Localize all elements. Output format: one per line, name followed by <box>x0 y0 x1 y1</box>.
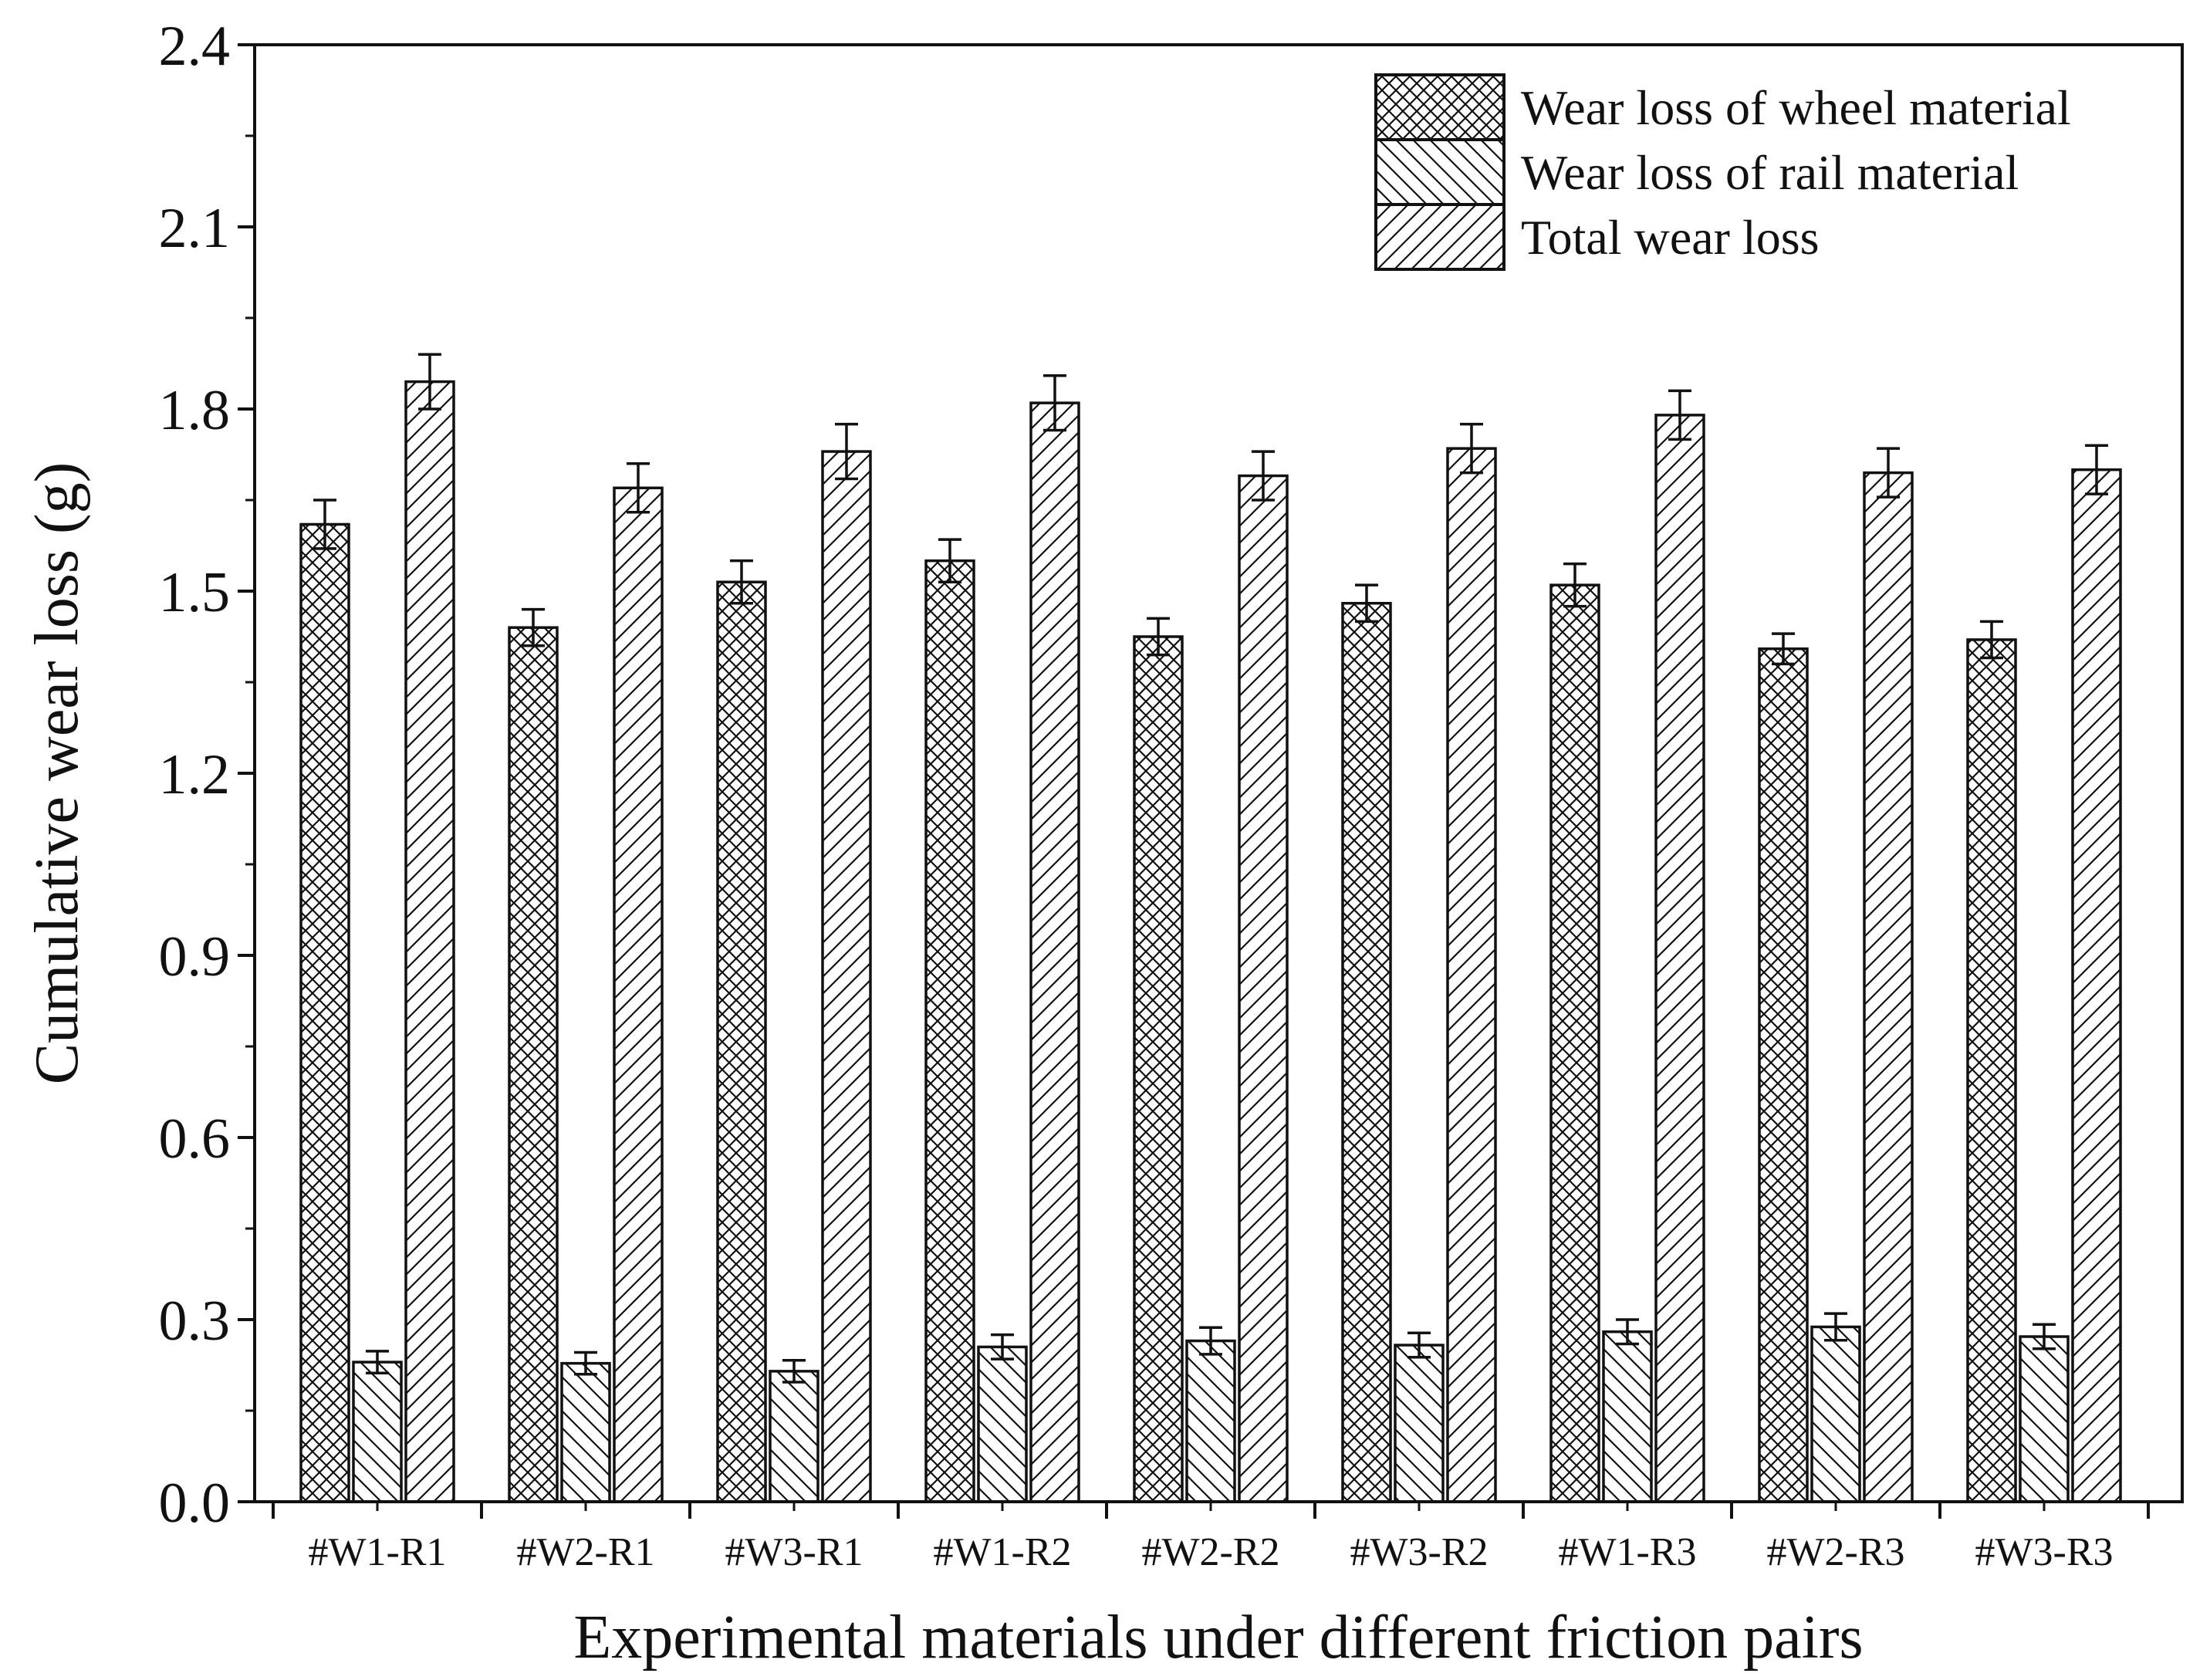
x-axis-category-labels: #W1-R1 #W2-R1 #W3-R1 #W1-R2 #W2-R2 #W3-R2 #W1-… <box>308 1530 2113 1574</box>
bar-slash <box>1863 471 1914 1503</box>
bar-slash <box>1654 414 1705 1503</box>
y-tick-label: 0.9 <box>159 925 231 989</box>
x-category-label: #W1-R2 <box>933 1530 1071 1574</box>
error-bars-group <box>313 353 2108 1384</box>
legend-label: Wear loss of rail material <box>1521 145 2019 200</box>
bar-backslash <box>560 1361 611 1503</box>
bar-series-group <box>299 380 2122 1503</box>
legend-swatch-crosshatch <box>1374 73 1505 141</box>
x-category-label: #W1-R3 <box>1558 1530 1696 1574</box>
y-tick-label: 2.4 <box>159 15 231 78</box>
bar-backslash <box>977 1345 1028 1503</box>
x-category-label: #W2-R1 <box>516 1530 654 1574</box>
bar-slash <box>821 450 872 1503</box>
bar-backslash <box>769 1370 819 1503</box>
bar-crosshatch <box>1758 647 1809 1503</box>
bar-crosshatch <box>1549 583 1600 1503</box>
x-category-label: #W3-R2 <box>1350 1530 1488 1574</box>
legend: Wear loss of wheel material Wear loss of … <box>1374 73 2071 271</box>
bar-backslash <box>1394 1344 1445 1503</box>
y-tick-label: 2.1 <box>159 197 231 260</box>
bar-crosshatch <box>299 522 350 1503</box>
bar-crosshatch <box>1966 638 2017 1503</box>
legend-swatch-backslash <box>1374 138 1505 206</box>
x-category-label: #W2-R3 <box>1766 1530 1904 1574</box>
x-category-label: #W3-R1 <box>725 1530 863 1574</box>
bar-crosshatch <box>1341 601 1392 1503</box>
bar-slash <box>1446 447 1497 1503</box>
bar-crosshatch <box>508 626 559 1503</box>
x-category-label: #W3-R3 <box>1975 1530 2113 1574</box>
bar-slash <box>613 486 664 1503</box>
plot-frame <box>253 43 2184 1503</box>
legend-swatch-slash <box>1374 203 1505 271</box>
bar-crosshatch <box>924 559 975 1503</box>
bar-backslash <box>1602 1330 1653 1503</box>
x-axis-title: Experimental materials under different f… <box>573 1604 1863 1672</box>
y-tick-label: 0.0 <box>159 1472 231 1535</box>
bar-slash <box>1029 401 1080 1503</box>
bar-crosshatch <box>716 580 767 1503</box>
y-tick-label: 0.6 <box>159 1107 231 1171</box>
x-axis-ticks <box>272 1502 2150 1519</box>
y-axis-title: Cumulative wear loss (g) <box>23 462 91 1084</box>
y-tick-label: 1.8 <box>159 379 231 442</box>
y-tick-label: 0.3 <box>159 1290 231 1353</box>
y-axis-ticks <box>238 43 255 1503</box>
bar-slash <box>404 380 455 1503</box>
bar-crosshatch <box>1133 635 1184 1503</box>
x-category-label: #W2-R2 <box>1141 1530 1279 1574</box>
bar-backslash <box>1185 1339 1236 1503</box>
legend-label: Wear loss of wheel material <box>1521 80 2071 135</box>
bar-slash <box>2071 468 2122 1503</box>
x-category-label: #W1-R1 <box>308 1530 446 1574</box>
legend-label: Total wear loss <box>1521 210 1820 265</box>
y-tick-label: 1.5 <box>159 561 231 624</box>
bar-backslash <box>352 1361 403 1503</box>
bar-backslash <box>2019 1335 2070 1503</box>
y-tick-label: 1.2 <box>159 743 231 806</box>
bar-backslash <box>1810 1325 1861 1503</box>
bar-slash <box>1238 474 1289 1503</box>
y-axis-tick-labels: 0.0 0.3 0.6 0.9 1.2 1.5 1.8 2.1 2.4 <box>159 15 231 1535</box>
